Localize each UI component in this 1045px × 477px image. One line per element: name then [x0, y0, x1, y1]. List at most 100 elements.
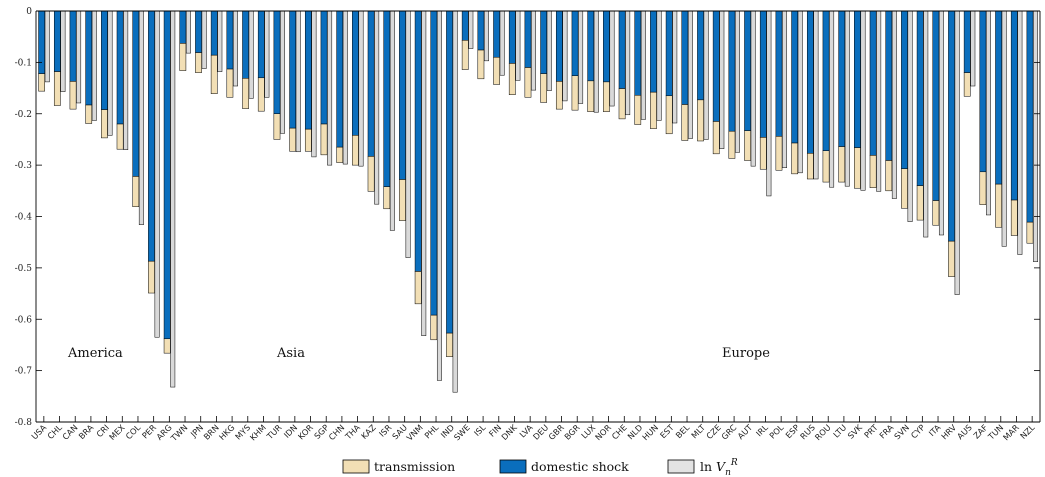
x-tick-label: SVN [892, 422, 911, 441]
bar-ln-v [217, 10, 223, 72]
bar-transmission [257, 77, 265, 112]
bar-transmission [352, 135, 359, 166]
bar-transmission [822, 150, 830, 183]
bar-domestic-shock [101, 10, 108, 110]
bar-ln-v [389, 10, 395, 231]
x-tick-label: RUS [798, 422, 817, 441]
bar-transmission [461, 40, 469, 70]
bar-transmission [571, 75, 579, 111]
bar-ln-v [578, 10, 584, 104]
bar-domestic-shock [650, 10, 657, 93]
bar-transmission [320, 123, 328, 156]
x-tick-label: CZE [704, 422, 723, 441]
bar-domestic-shock [697, 10, 704, 101]
bar-ln-v [107, 10, 113, 136]
bar-domestic-shock [791, 10, 798, 144]
bar-domestic-shock [383, 10, 391, 187]
bar-transmission [414, 271, 422, 305]
bar-domestic-shock [179, 10, 187, 44]
bar-domestic-shock [289, 10, 296, 129]
bar-transmission [932, 200, 940, 226]
bar-ln-v [60, 10, 66, 92]
bar-ln-v [844, 10, 850, 187]
x-tick-label: TUR [264, 422, 284, 442]
bar-ln-v [954, 10, 960, 295]
x-tick-label: TWN [168, 422, 189, 443]
bar-ln-v [891, 10, 897, 199]
bar-ln-v [970, 10, 976, 87]
bar-ln-v [876, 10, 882, 192]
bar-ln-v [123, 10, 129, 150]
bar-domestic-shock [132, 10, 140, 177]
bar-domestic-shock [587, 10, 595, 82]
x-tick-label: SVK [846, 422, 865, 441]
bar-domestic-shock [618, 10, 626, 89]
x-tick-label: CYP [909, 422, 927, 440]
x-tick-label: DEU [531, 422, 550, 441]
legend-label-transmission: transmission [374, 459, 455, 474]
bar-domestic-shock [508, 10, 516, 64]
x-tick-label: IRL [754, 422, 770, 438]
bar-transmission [963, 72, 971, 97]
bar-domestic-shock [712, 10, 720, 122]
x-tick-label: POL [767, 422, 786, 441]
legend-swatch-transmission [342, 459, 370, 474]
annotation-europe: Europe [722, 346, 770, 361]
y-tick-label: -0.2 [15, 110, 32, 120]
bar-ln-v [327, 10, 333, 166]
bar-domestic-shock [728, 10, 736, 132]
x-tick-label: DNK [499, 422, 519, 442]
x-tick-label: COL [123, 422, 142, 441]
bar-transmission [540, 73, 547, 103]
bar-transmission [383, 186, 391, 210]
bar-transmission [446, 332, 453, 358]
x-tick-label: MAR [1001, 422, 1021, 442]
y-tick-label: -0.3 [15, 161, 33, 171]
y-tick-label: -0.6 [15, 315, 33, 325]
legend-label-domestic-shock: domestic shock [531, 459, 629, 474]
bar-domestic-shock [273, 10, 281, 114]
bar-domestic-shock [822, 10, 830, 151]
bar-domestic-shock [414, 10, 422, 272]
bar-transmission [869, 155, 877, 188]
annotation-asia: Asia [276, 346, 305, 361]
bar-domestic-shock [446, 10, 453, 334]
bar-transmission [744, 130, 751, 161]
x-tick-label: BRN [201, 422, 220, 441]
x-tick-label: PRT [862, 422, 880, 440]
bar-transmission [979, 171, 987, 205]
bar-domestic-shock [885, 10, 893, 161]
bar-transmission [242, 78, 249, 109]
bar-transmission [1026, 221, 1034, 244]
bar-ln-v [593, 10, 599, 113]
bar-transmission [69, 81, 77, 110]
x-tick-label: NZL [1018, 422, 1037, 441]
bar-domestic-shock [932, 10, 940, 201]
bar-ln-v [640, 10, 646, 120]
bar-transmission [555, 81, 563, 110]
bar-ln-v [185, 10, 191, 54]
x-tick-label: KAZ [359, 422, 378, 441]
x-tick-label: AUT [735, 422, 755, 442]
bar-domestic-shock [461, 10, 469, 41]
bar-domestic-shock [210, 10, 218, 56]
x-tick-label: ROU [813, 422, 833, 442]
bar-domestic-shock [665, 10, 673, 97]
x-tick-label: BEL [674, 422, 692, 440]
bar-domestic-shock [995, 10, 1002, 185]
bar-transmission [367, 156, 375, 192]
bar-ln-v [468, 10, 474, 49]
bar-domestic-shock [367, 10, 375, 157]
x-tick-label: PER [140, 422, 158, 440]
x-tick-label: PHL [422, 422, 440, 440]
bar-ln-v [625, 10, 631, 116]
y-tick-label: -0.7 [15, 367, 33, 377]
bar-transmission [916, 185, 924, 221]
bar-ln-v [264, 10, 270, 98]
bar-transmission [712, 121, 720, 155]
x-tick-label: GRC [719, 422, 739, 442]
x-tick-label: MEX [107, 422, 127, 442]
x-tick-label: BRA [77, 422, 96, 441]
bar-transmission [697, 99, 704, 142]
